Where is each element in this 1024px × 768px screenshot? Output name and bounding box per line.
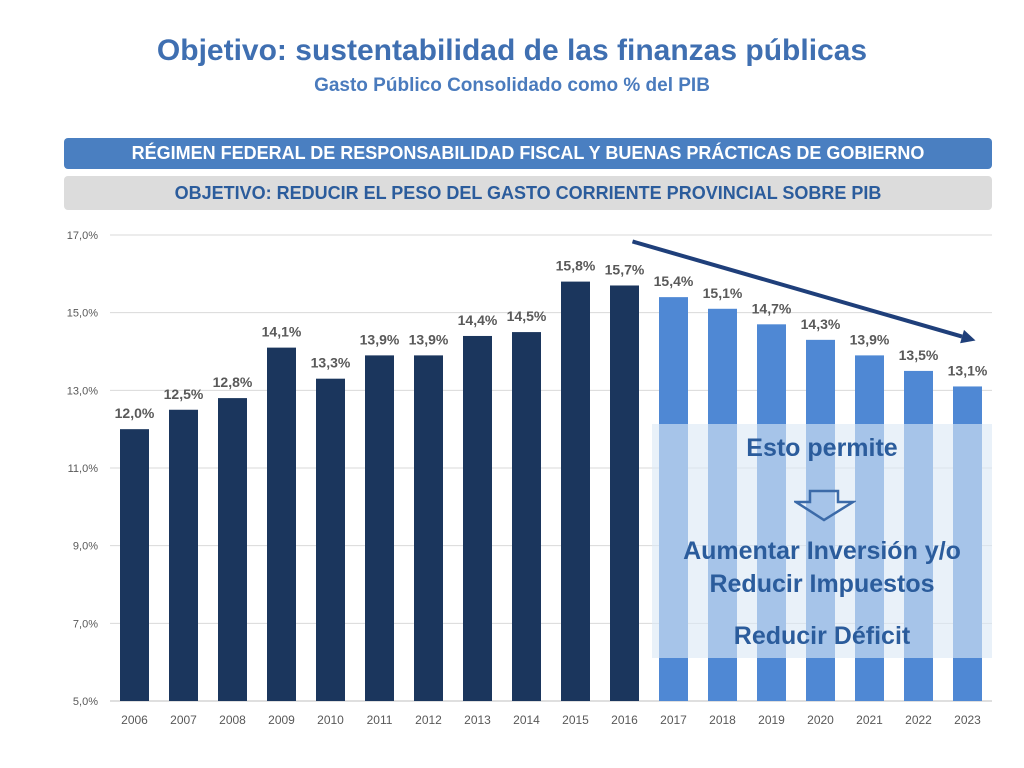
x-tick-label-2007: 2007 [170, 713, 197, 727]
x-tick-label-2008: 2008 [219, 713, 246, 727]
data-label-2011: 13,9% [360, 331, 400, 347]
data-label-2010: 13,3% [311, 355, 351, 371]
chart-gridlines [110, 234, 992, 702]
y-tick-label: 17,0% [67, 230, 98, 242]
annotation-line-taxes: Reducir Impuestos [709, 570, 935, 598]
y-tick-label: 7,0% [73, 618, 98, 630]
bar-2010 [316, 378, 345, 701]
bar-2014 [512, 332, 541, 701]
x-tick-label-2015: 2015 [562, 713, 589, 727]
page-title: Objetivo: sustentabilidad de las finanza… [156, 34, 868, 67]
down-arrow-icon [794, 489, 856, 522]
trend-arrow-head [960, 329, 976, 344]
bar-2013 [463, 335, 492, 701]
bar-2011 [365, 355, 394, 701]
bar-2009 [267, 347, 296, 701]
annotation-deficit: Reducir Déficit [733, 622, 911, 650]
bar-2007 [169, 409, 198, 701]
x-tick-label-2010: 2010 [317, 713, 344, 727]
annotation-box [652, 424, 992, 658]
data-label-2019: 14,7% [752, 300, 792, 316]
data-labels: 12,0% 12,5% 12,8% 14,1% 13,3% 13,9% 13,9% 14,4%… [115, 239, 988, 421]
x-tick-label-2017: 2017 [660, 713, 687, 727]
bar-2012 [414, 355, 443, 701]
bar-2006 [120, 429, 149, 701]
annotation-line-investment: Aumentar Inversión y/o [683, 537, 961, 565]
data-label-2016: 15,7% [605, 261, 645, 277]
bar-2008 [218, 398, 247, 701]
data-label-2009: 14,1% [262, 324, 302, 340]
y-tick-label: 9,0% [73, 541, 98, 553]
objective-banner: OBJETIVO: REDUCIR EL PESO DEL GASTO CORR… [64, 176, 992, 210]
data-label-2008: 12,8% [213, 374, 253, 390]
x-tick-label-2022: 2022 [905, 713, 932, 727]
y-tick-label: 11,0% [68, 463, 99, 475]
data-label-2015: 15,8% [556, 258, 596, 274]
x-tick-label-2019: 2019 [758, 713, 785, 727]
trend-arrow-line [631, 239, 963, 339]
x-axis: 2006 2007 2008 2009 2010 2011 2012 2013 2014 2015… [121, 713, 981, 727]
x-tick-label-2012: 2012 [415, 713, 442, 727]
data-label-2013: 14,4% [458, 312, 498, 328]
y-axis: 5,0% 7,0% 9,0% 11,0% 13,0% 15,0% 17,0% [67, 230, 98, 708]
data-label-2014: 14,5% [507, 308, 547, 324]
bar-2016 [610, 285, 639, 701]
data-label-2023: 13,1% [948, 362, 988, 378]
x-tick-label-2009: 2009 [268, 713, 295, 727]
data-label-2012: 13,9% [409, 331, 449, 347]
page-subtitle: Gasto Público Consolidado como % del PIB [314, 75, 710, 96]
annotation-title: Esto permite [746, 434, 898, 462]
x-tick-label-2011: 2011 [367, 713, 393, 727]
x-tick-label-2014: 2014 [513, 713, 540, 727]
data-label-2018: 15,1% [703, 285, 743, 301]
x-tick-label-2021: 2021 [856, 713, 883, 727]
data-label-2021: 13,9% [850, 331, 890, 347]
x-tick-label-2018: 2018 [709, 713, 736, 727]
y-tick-label: 15,0% [67, 308, 98, 320]
x-tick-label-2023: 2023 [954, 713, 981, 727]
data-label-2017: 15,4% [654, 273, 694, 289]
y-tick-label: 13,0% [67, 385, 98, 397]
regime-banner: RÉGIMEN FEDERAL DE RESPONSABILIDAD FISCA… [64, 138, 992, 169]
data-label-2006: 12,0% [115, 405, 155, 421]
x-tick-label-2016: 2016 [611, 713, 638, 727]
data-label-2020: 14,3% [801, 316, 841, 332]
annotation-benefits: Aumentar Inversión y/o Reducir Impuestos [652, 535, 992, 601]
x-tick-label-2020: 2020 [807, 713, 834, 727]
y-tick-label: 5,0% [73, 696, 98, 708]
bar-2015 [561, 281, 590, 701]
x-tick-label-2013: 2013 [464, 713, 491, 727]
x-tick-label-2006: 2006 [121, 713, 148, 727]
data-label-2022: 13,5% [899, 347, 939, 363]
data-label-2007: 12,5% [164, 386, 204, 402]
